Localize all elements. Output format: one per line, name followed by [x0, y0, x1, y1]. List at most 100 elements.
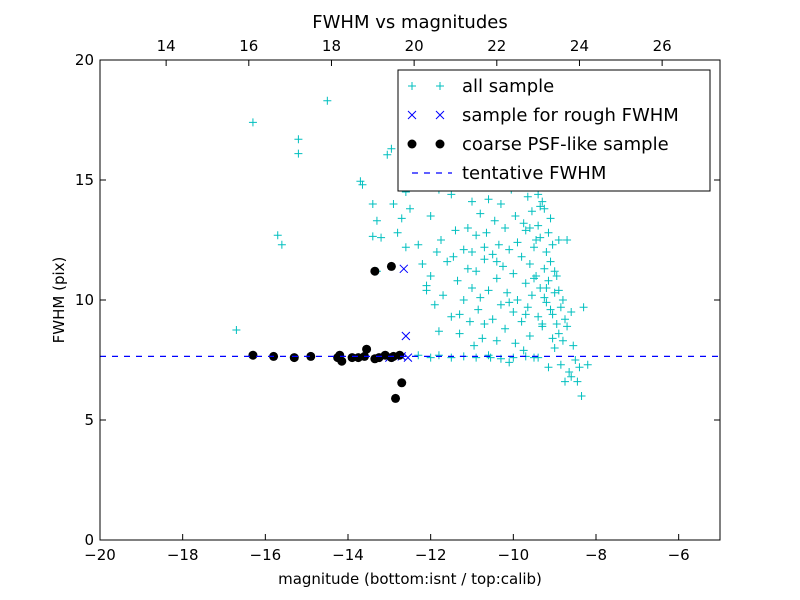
all-sample-point [517, 317, 526, 326]
all-sample-point [538, 197, 547, 206]
top-tick-label: 24 [570, 37, 589, 55]
all-sample-point [463, 224, 472, 232]
all-sample-point [377, 233, 386, 242]
legend-label: all sample [462, 76, 554, 97]
all-sample-point [501, 224, 510, 232]
all-sample-point [463, 264, 472, 273]
all-sample-point [558, 296, 567, 304]
all-sample-point [527, 291, 536, 300]
all-sample-point [430, 300, 439, 309]
all-sample-point [488, 315, 497, 324]
all-sample-point [432, 248, 441, 256]
all-sample-point [521, 310, 530, 319]
all-sample-point [540, 264, 549, 273]
all-sample-point [426, 353, 435, 362]
all-sample-point [494, 240, 503, 249]
coarse-psf-like-sample-point [248, 350, 258, 360]
all-sample-point [552, 272, 561, 280]
all-sample-point [552, 320, 561, 328]
all-sample-point [509, 353, 518, 362]
legend: all sample sample for rough FWHM coarse PS… [397, 69, 711, 192]
all-sample-point [426, 212, 435, 220]
all-sample-point [513, 296, 522, 304]
all-sample-point [414, 240, 423, 249]
all-sample-point [538, 320, 547, 328]
all-sample-point [536, 233, 545, 242]
all-sample-point [383, 150, 392, 159]
all-sample-point [544, 363, 553, 372]
all-sample-point [490, 216, 499, 225]
all-sample-point [546, 257, 555, 266]
all-sample-point [472, 353, 481, 362]
all-sample-point [546, 214, 555, 223]
all-sample-point [577, 392, 586, 400]
axis-ticks: −20 −18 −16 −14 −12 −10 −8 −6 0 5 10 15 20 14 16 18 20 22… [75, 37, 720, 564]
x-tick-label: −18 [167, 546, 199, 564]
all-sample-point [513, 238, 522, 247]
all-sample-point [459, 245, 468, 254]
coarse-psf-like-sample-point [362, 344, 372, 354]
all-sample-point [503, 288, 512, 297]
x-tick-label: −12 [415, 546, 447, 564]
all-sample-point [484, 286, 493, 295]
all-sample-point [521, 226, 530, 235]
all-sample-point [492, 336, 501, 345]
all-sample-point [372, 216, 381, 225]
all-sample-point [540, 204, 549, 213]
all-sample-point [558, 336, 567, 345]
legend-marker [436, 82, 444, 90]
all-sample-point [534, 312, 543, 321]
y-tick-label: 15 [75, 171, 94, 189]
legend-label: coarse PSF-like sample [462, 134, 669, 155]
all-sample-point [387, 144, 396, 153]
all-sample-point [511, 212, 520, 220]
all-sample-point [544, 228, 553, 237]
all-sample-point [455, 329, 464, 338]
all-sample-point [426, 272, 435, 280]
all-sample-point [476, 209, 485, 218]
all-sample-point [554, 286, 563, 295]
all-sample-point [488, 250, 497, 259]
all-sample-point [567, 308, 576, 316]
all-sample-point [530, 274, 538, 283]
all-sample-point [573, 377, 582, 386]
legend-marker [407, 139, 417, 149]
all-sample-point [484, 195, 493, 204]
coarse-psf-like-sample-point [386, 261, 396, 271]
y-tick-label: 0 [84, 531, 94, 549]
all-sample-point [443, 257, 452, 266]
all-sample-point [449, 252, 458, 261]
all-sample-point [472, 267, 481, 276]
all-sample-point [521, 279, 530, 288]
all-sample-point [569, 341, 578, 350]
plot-area [100, 96, 720, 403]
all-sample-point [505, 358, 514, 367]
all-sample-point [523, 192, 532, 201]
top-tick-label: 14 [157, 37, 176, 55]
all-sample-point [484, 351, 493, 360]
all-sample-point [434, 327, 443, 336]
all-sample-point [389, 200, 398, 208]
chart-title: FWHM vs magnitudes [312, 12, 507, 33]
all-sample-point [565, 368, 574, 376]
all-sample-point [476, 293, 485, 302]
all-sample-point [455, 310, 464, 319]
all-sample-point [540, 293, 549, 302]
all-sample-point [556, 303, 565, 312]
all-sample-point [499, 262, 507, 271]
all-sample-point [447, 312, 456, 321]
all-sample-point [248, 118, 257, 127]
all-sample-point [554, 236, 563, 244]
legend-box [397, 69, 711, 192]
all-sample-point [517, 252, 526, 261]
all-sample-point [480, 255, 489, 264]
all-sample-point [548, 334, 557, 343]
all-sample-point [527, 207, 536, 216]
top-tick-label: 18 [322, 37, 341, 55]
all-sample-point [468, 197, 476, 206]
all-sample-point [561, 315, 569, 324]
top-tick-label: 22 [487, 37, 506, 55]
all-sample-point [277, 240, 286, 249]
all-sample-point [468, 248, 476, 256]
